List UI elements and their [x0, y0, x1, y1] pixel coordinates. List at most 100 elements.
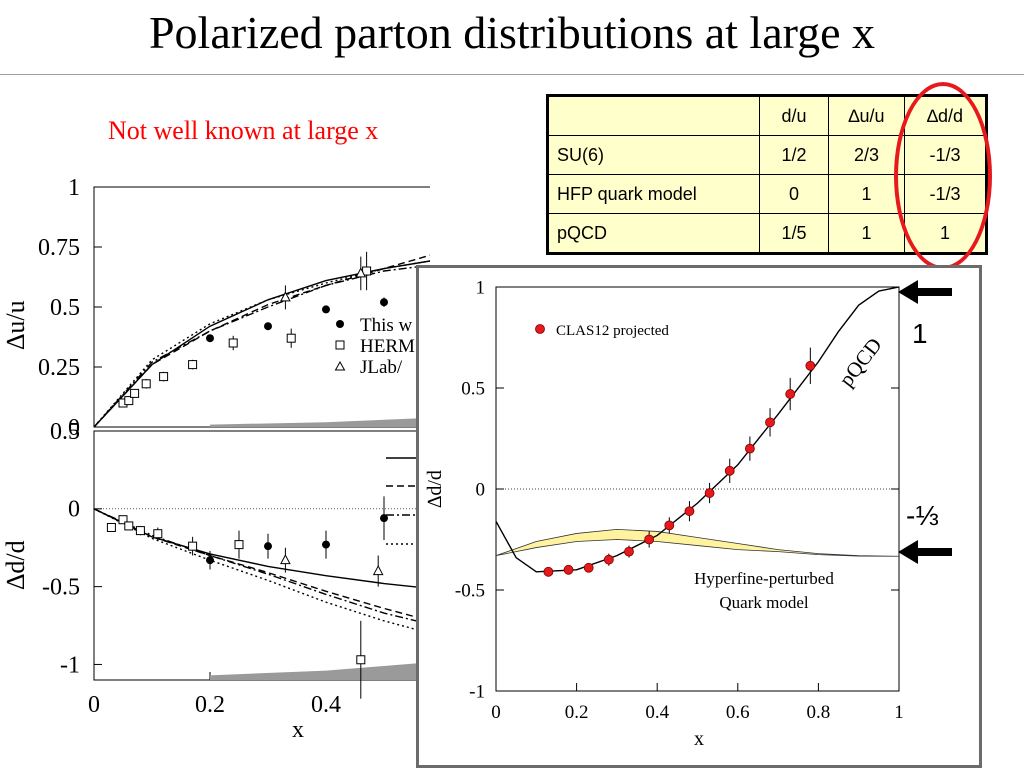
data-point	[286, 333, 296, 343]
y-axis-label: ∆d/d	[424, 470, 446, 508]
data-point	[644, 534, 655, 545]
data-point	[234, 540, 244, 550]
systematic-band	[210, 662, 430, 680]
y-tick-label: 0	[68, 497, 80, 523]
data-point	[280, 291, 291, 302]
data-point	[372, 564, 384, 576]
legend-label: This w	[360, 315, 413, 336]
x-tick-label: 0	[88, 692, 100, 718]
curve-dashed	[93, 254, 430, 428]
table-cell: 1	[828, 174, 905, 214]
data-point	[206, 334, 214, 343]
x-tick-label: 0.4	[311, 692, 341, 718]
table-cell: 0	[759, 174, 829, 214]
data-point	[805, 360, 816, 371]
y-tick-label: 1	[68, 175, 80, 201]
x-axis-label: x	[694, 728, 704, 750]
legend-label: CLAS12 projected	[556, 323, 669, 339]
legend-label: HERM	[360, 336, 415, 357]
curve-dash-dot	[93, 264, 430, 428]
curve-dotted	[93, 260, 430, 428]
table-header-cell	[548, 96, 760, 136]
plot-panel-upper: 0 0.25 0.5 0.75 1	[38, 175, 430, 441]
data-point	[724, 465, 735, 476]
curve-solid	[495, 286, 900, 573]
data-point	[322, 305, 330, 314]
annotation-value-minus-third: -⅓	[906, 500, 939, 531]
y-tick-label: -0.5	[42, 575, 80, 601]
y-tick-label: 0.75	[38, 235, 80, 261]
highlight-ellipse	[894, 82, 992, 270]
data-point	[118, 515, 128, 525]
y-tick-label: 0	[68, 415, 80, 441]
data-point	[624, 546, 634, 557]
table-header-cell: d/u	[759, 96, 829, 136]
left-chart: 00.250.50.751-1-0.500.500.20.40.60.8∆u/u…	[1, 175, 430, 743]
table-row-label: SU(6)	[548, 135, 760, 175]
y-axis-label: ∆d/d	[1, 540, 30, 589]
y-tick-label: 0.5	[50, 295, 80, 321]
inset-chart-frame: -1 -0.5 0 0.5 1 0 0.2 0.4 0.6 0.8 1 ∆d/d x CLAS12 pro…	[416, 265, 982, 768]
data-point	[765, 417, 775, 428]
data-point	[356, 655, 366, 665]
x-tick-label: 0.4	[645, 702, 669, 723]
data-point	[684, 506, 695, 517]
y-tick-label: 0	[476, 479, 486, 500]
data-point	[106, 522, 116, 532]
data-point	[322, 540, 330, 549]
data-point	[785, 389, 796, 399]
x-tick-label: 0	[491, 702, 501, 723]
y-tick-label: 0.5	[50, 419, 80, 445]
x-tick-label: 0.8	[807, 702, 831, 723]
x-tick-label: 0.6	[726, 702, 750, 723]
data-point	[380, 514, 388, 523]
table-cell: 1/5	[759, 213, 829, 253]
data-point	[130, 388, 140, 398]
arrow-left-icon	[898, 280, 952, 304]
data-point	[153, 529, 163, 539]
quark-model-band	[495, 528, 900, 557]
table-cell: 1	[828, 213, 905, 253]
title-divider	[0, 74, 1024, 75]
plot-panel-inset: -1 -0.5 0 0.5 1 0 0.2 0.4 0.6 0.8 1	[455, 277, 904, 723]
x-tick-label: 0.2	[565, 702, 589, 723]
data-point	[543, 566, 554, 577]
y-tick-label: -1	[469, 681, 485, 702]
data-point	[159, 372, 169, 382]
data-point	[141, 379, 151, 389]
arrow-left-icon	[898, 540, 952, 564]
data-point	[135, 526, 145, 536]
data-point	[704, 488, 715, 498]
table-header-cell: ∆u/u	[828, 96, 905, 136]
data-point	[228, 338, 238, 348]
data-point	[355, 267, 367, 278]
annotation-value-one: 1	[912, 318, 928, 349]
legend-marker	[334, 360, 346, 371]
data-point	[124, 396, 134, 406]
data-point	[583, 562, 594, 573]
table-cell: 2/3	[828, 135, 905, 175]
subtitle: Not well known at large x	[108, 116, 379, 145]
data-point	[280, 554, 291, 565]
data-point	[563, 564, 574, 575]
plot-frame	[93, 430, 430, 681]
slide-title: Polarized parton distributions at large …	[148, 7, 876, 58]
table-cell: 1/2	[759, 135, 829, 175]
y-tick-label: 0.5	[461, 378, 485, 399]
legend-marker	[335, 340, 345, 350]
x-axis-label: x	[292, 717, 304, 743]
legend-label: JLab/	[360, 357, 403, 378]
plot-panel-lower: -1-0.500.500.20.40.60.8	[42, 419, 430, 718]
data-point	[206, 556, 214, 565]
data-point	[188, 360, 198, 370]
band-label: Hyperfine-perturbed	[694, 569, 834, 588]
data-point	[603, 554, 614, 565]
table-row-label: pQCD	[548, 213, 760, 253]
data-point	[664, 520, 675, 531]
y-tick-label: -0.5	[455, 580, 485, 601]
table-row-label: HFP quark model	[548, 174, 760, 214]
curve-solid	[93, 260, 430, 428]
data-point	[264, 322, 272, 331]
curve-label-pqcd: pQCD	[834, 333, 887, 391]
